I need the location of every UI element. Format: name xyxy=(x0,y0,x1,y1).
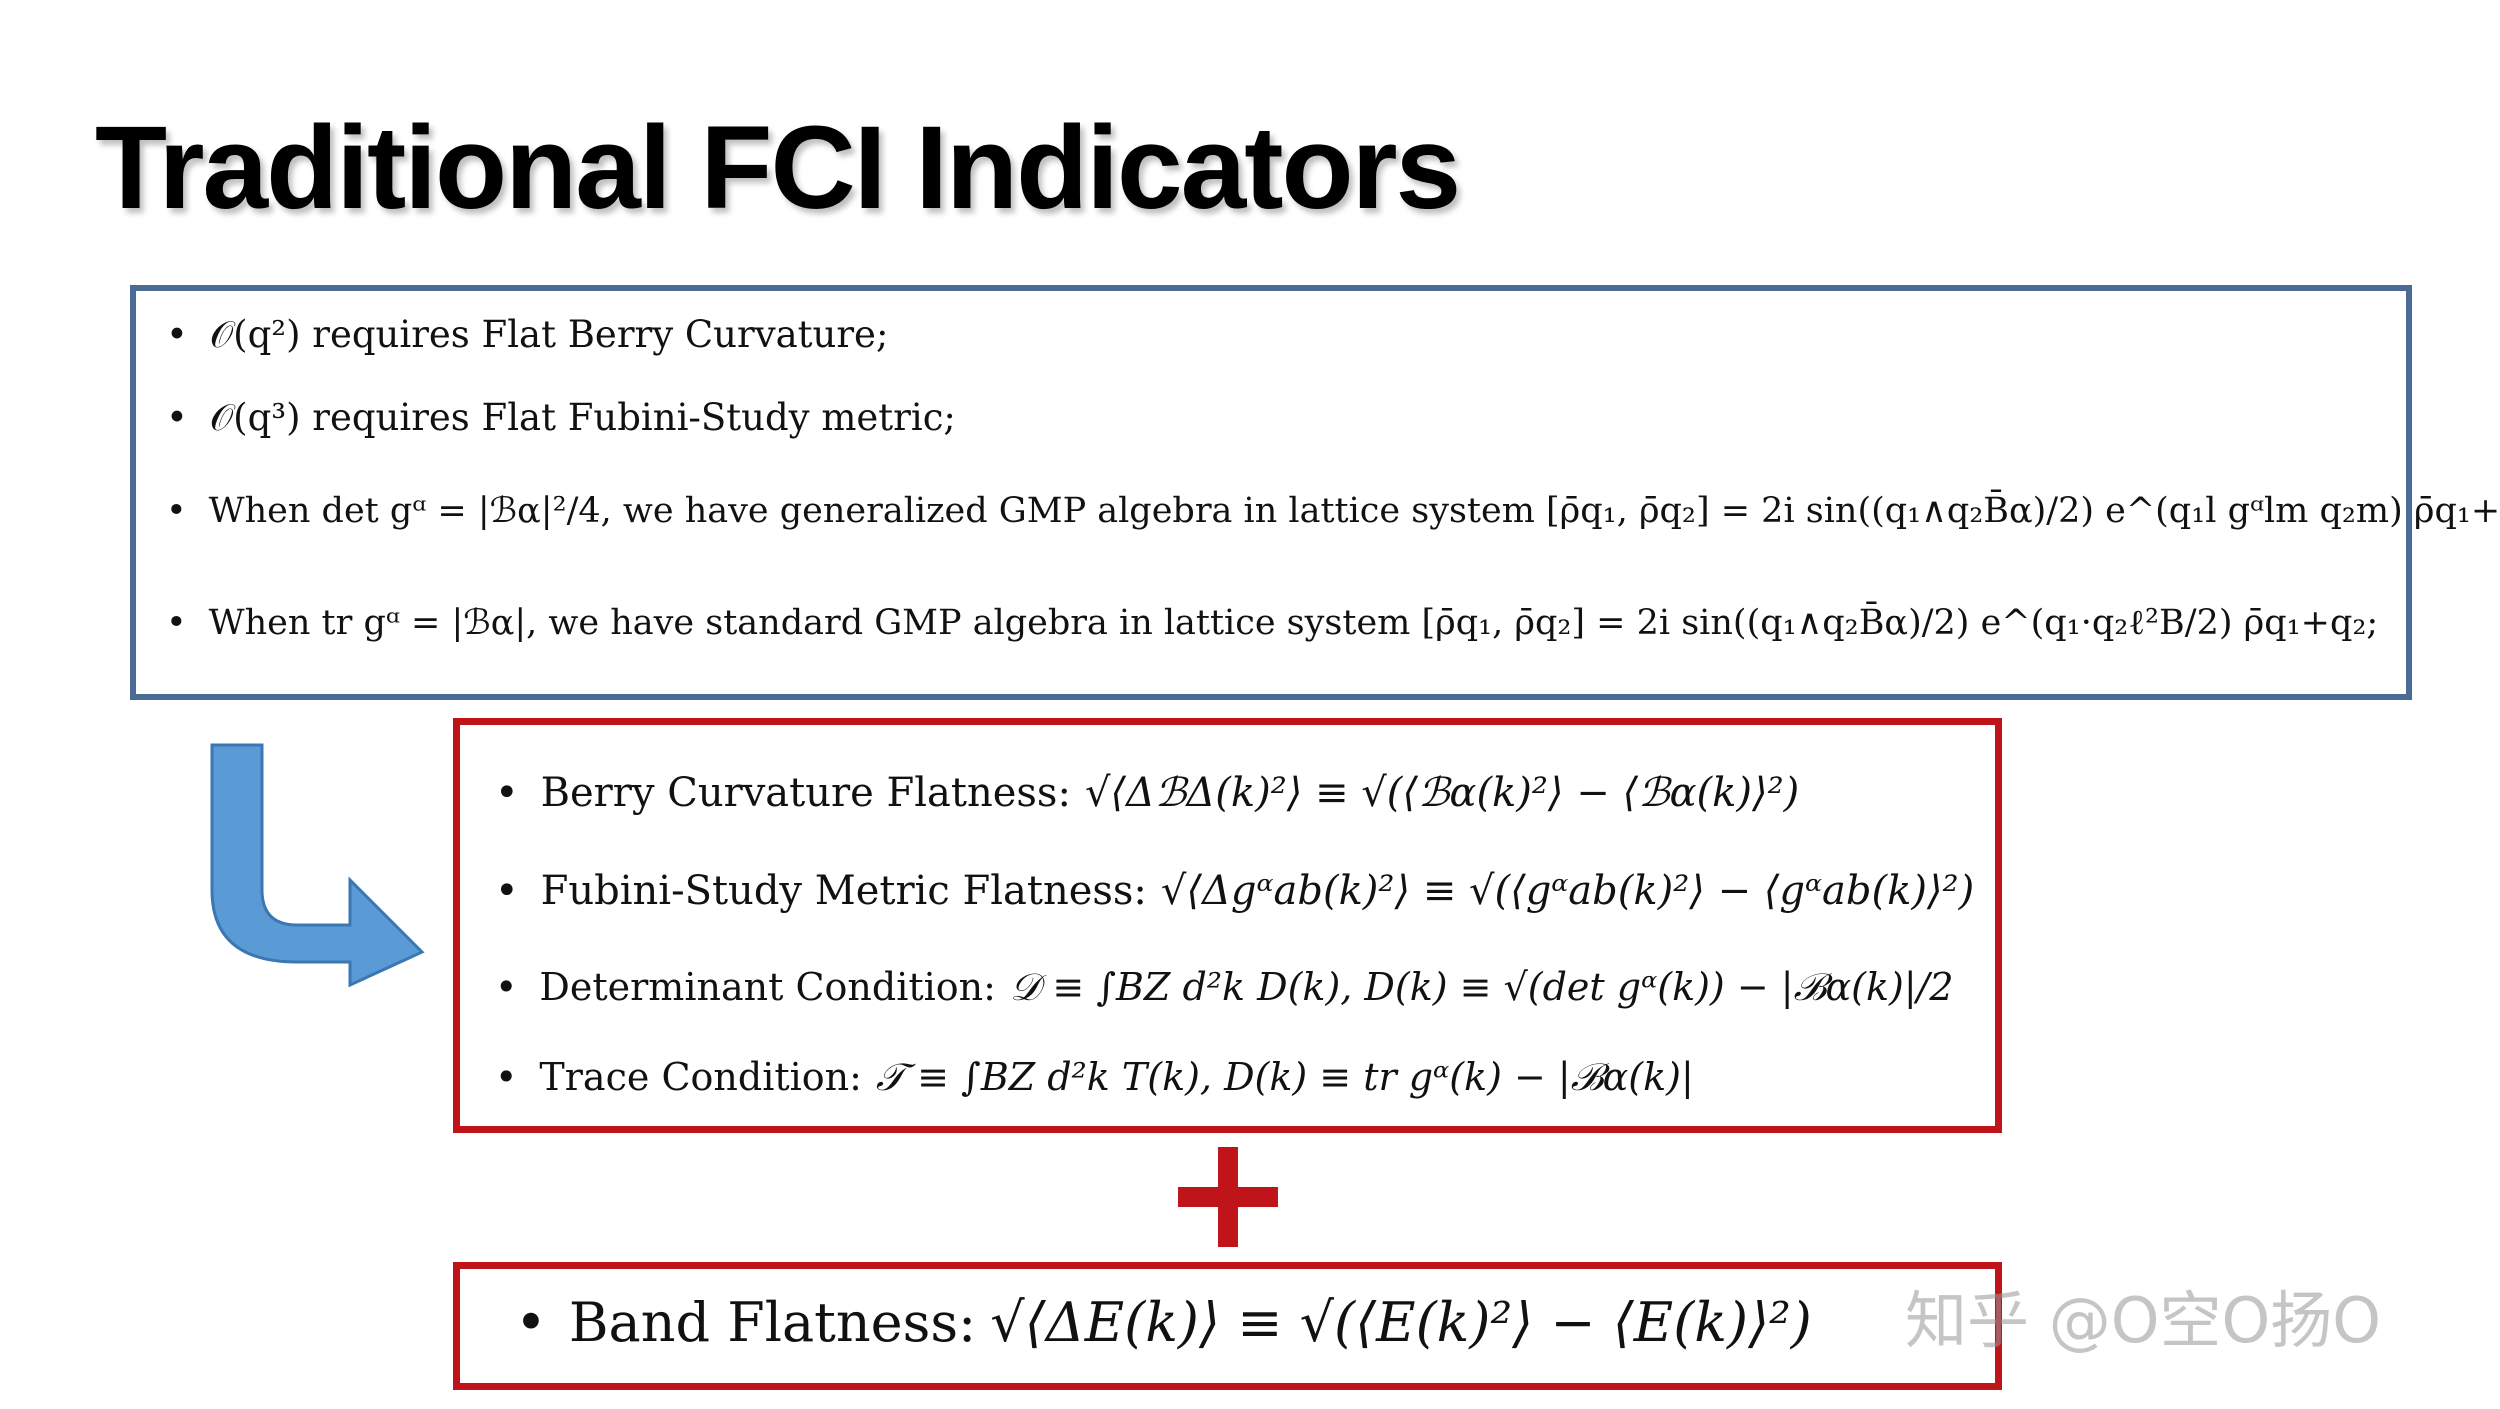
requirement-text: When det gᵅ = |ℬα|²/4, we have generaliz… xyxy=(208,491,2500,531)
list-item: • When det gᵅ = |ℬα|²/4, we have generali… xyxy=(166,491,2500,531)
page-title: Traditional FCI Indicators xyxy=(95,102,1461,234)
watermark: 知乎 @O空O扬O xyxy=(1905,1284,2382,1357)
list-item: • Band Flatness: √⟨ΔE(k)⟩ ≡ √(⟨E(k)²⟩ − ⟨E… xyxy=(515,1291,1812,1354)
item-label: Fubini-Study Metric Flatness: xyxy=(540,868,1147,914)
item-formula: √⟨ΔℬΔ(k)²⟩ ≡ √(⟨ℬα(k)²⟩ − ⟨ℬα(k)⟩²) xyxy=(1084,770,1800,816)
requirement-text: 𝒪(q³) requires Flat Fubini-Study metric; xyxy=(209,396,956,439)
list-item: • 𝒪(q³) requires Flat Fubini-Study metric… xyxy=(166,396,956,440)
bullet: • xyxy=(166,603,187,643)
requirement-text: When tr gᵅ = |ℬα|, we have standard GMP … xyxy=(208,603,2379,643)
bullet: • xyxy=(166,396,188,439)
bullet: • xyxy=(515,1291,547,1354)
flatness-conditions-box: • Berry Curvature Flatness: √⟨ΔℬΔ(k)²⟩ ≡ √… xyxy=(453,718,2002,1133)
bullet: • xyxy=(166,491,187,531)
band-flatness-box: • Band Flatness: √⟨ΔE(k)⟩ ≡ √(⟨E(k)²⟩ − ⟨E… xyxy=(453,1262,2002,1390)
bullet: • xyxy=(495,965,518,1009)
item-label: Determinant Condition: xyxy=(539,965,996,1009)
item-formula: √⟨ΔE(k)⟩ ≡ √(⟨E(k)²⟩ − ⟨E(k)⟩²) xyxy=(990,1291,1812,1354)
bullet: • xyxy=(495,868,519,914)
requirement-text: 𝒪(q²) requires Flat Berry Curvature; xyxy=(209,313,889,356)
list-item: • 𝒪(q²) requires Flat Berry Curvature; xyxy=(166,313,888,357)
bullet: • xyxy=(166,313,188,356)
bullet: • xyxy=(495,770,519,816)
list-item: • Berry Curvature Flatness: √⟨ΔℬΔ(k)²⟩ ≡ √… xyxy=(495,770,1799,816)
plus-icon xyxy=(1178,1147,1278,1247)
item-formula: √⟨Δgᵅab(k)²⟩ ≡ √(⟨gᵅab(k)²⟩ − ⟨gᵅab(k)⟩²… xyxy=(1160,868,1975,914)
item-label: Band Flatness: xyxy=(568,1291,977,1354)
item-label: Berry Curvature Flatness: xyxy=(540,770,1071,816)
bullet: • xyxy=(495,1055,518,1099)
item-formula: 𝒯 ≡ ∫BZ d²k T(k), D(k) ≡ tr gᵅ(k) − |ℬα(… xyxy=(875,1055,1694,1099)
list-item: • Determinant Condition: 𝒟 ≡ ∫BZ d²k D(k),… xyxy=(495,965,1954,1010)
curved-arrow-icon xyxy=(210,743,425,988)
list-item: • Fubini-Study Metric Flatness: √⟨Δgᵅab(k)… xyxy=(495,868,1974,914)
list-item: • When tr gᵅ = |ℬα|, we have standard GMP… xyxy=(166,603,2378,643)
fci-requirements-box: • 𝒪(q²) requires Flat Berry Curvature; • 𝒪… xyxy=(130,285,2500,700)
list-item: • Trace Condition: 𝒯 ≡ ∫BZ d²k T(k), D(k) … xyxy=(495,1055,1694,1100)
item-formula: 𝒟 ≡ ∫BZ d²k D(k), D(k) ≡ √(det gᵅ(k)) − … xyxy=(1009,965,1954,1009)
item-label: Trace Condition: xyxy=(539,1055,862,1099)
